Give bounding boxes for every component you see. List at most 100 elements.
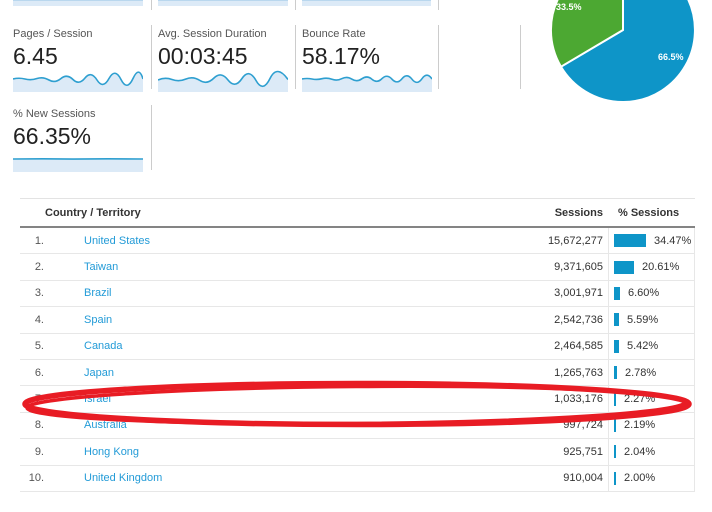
row-pct-cell: 20.61% <box>608 254 695 280</box>
sparkline-strip <box>158 0 288 6</box>
metric-card-pages-per-session: Pages / Session 6.45 <box>13 28 143 92</box>
row-sessions: 2,542,736 <box>554 313 603 326</box>
row-pct-cell: 6.60% <box>608 280 695 307</box>
column-header-sessions[interactable]: Sessions <box>554 206 603 219</box>
row-sessions: 925,751 <box>563 445 603 458</box>
pct-value: 5.42% <box>627 340 659 353</box>
row-country-cell: United Kingdom <box>44 472 435 484</box>
row-rank: 7. <box>34 393 44 406</box>
row-sessions: 997,724 <box>563 419 603 432</box>
table-row: 4. Spain 2,542,736 5.59% <box>20 307 695 334</box>
country-link[interactable]: Spain <box>84 313 113 326</box>
table-row: 1. United States 15,672,277 34.47% <box>20 228 695 255</box>
table-row: 5. Canada 2,464,585 5.42% <box>20 333 695 360</box>
row-rank: 1. <box>34 234 44 247</box>
metric-label: Pages / Session <box>13 28 93 40</box>
row-sessions: 1,265,763 <box>554 366 603 379</box>
metric-value: 58.17% <box>302 43 381 69</box>
row-country-cell: Australia <box>44 419 435 431</box>
card-divider <box>151 105 152 170</box>
countries-table: Country / Territory Sessions % Sessions … <box>20 198 695 492</box>
row-rank: 5. <box>34 340 44 353</box>
table-row: 3. Brazil 3,001,971 6.60% <box>20 280 695 308</box>
row-sessions: 9,371,605 <box>554 261 603 274</box>
card-divider <box>438 0 439 10</box>
column-header-pct-sessions[interactable]: % Sessions <box>618 206 680 219</box>
pct-bar <box>614 339 619 353</box>
row-rank: 4. <box>34 313 44 326</box>
sparkline-strip <box>13 0 143 6</box>
pct-bar <box>614 418 616 432</box>
country-link[interactable]: Israel <box>84 393 111 406</box>
country-link[interactable]: United Kingdom <box>84 472 163 485</box>
metric-value: 66.35% <box>13 123 92 149</box>
country-link[interactable]: Japan <box>84 366 114 379</box>
metric-label: Avg. Session Duration <box>158 28 267 40</box>
metric-label: Bounce Rate <box>302 28 366 40</box>
pct-bar <box>614 286 620 300</box>
table-row: 10. United Kingdom 910,004 2.00% <box>20 465 695 492</box>
country-link[interactable]: Taiwan <box>84 261 119 274</box>
table-row: 6. Japan 1,265,763 2.78% <box>20 359 695 387</box>
country-link[interactable]: Australia <box>84 419 127 432</box>
row-sessions: 1,033,176 <box>554 393 603 406</box>
pct-value: 6.60% <box>628 287 660 300</box>
row-country-cell: Brazil <box>44 287 435 299</box>
country-link[interactable]: Hong Kong <box>84 445 140 458</box>
column-header-country[interactable]: Country / Territory <box>45 206 141 219</box>
pct-bar <box>614 392 616 406</box>
pct-bar <box>614 234 646 248</box>
card-divider <box>151 25 152 89</box>
country-link[interactable]: Canada <box>84 340 123 353</box>
pct-bar <box>614 471 616 485</box>
table-header-row: Country / Territory Sessions % Sessions <box>20 199 695 228</box>
row-pct-cell: 2.27% <box>608 386 695 412</box>
pie-slice-label-blue: 66.5% <box>658 52 684 62</box>
sparkline-strip <box>302 0 431 6</box>
row-country-cell: Hong Kong <box>44 446 435 458</box>
table-row: 9. Hong Kong 925,751 2.04% <box>20 439 695 466</box>
metric-value: 00:03:45 <box>158 43 248 69</box>
table-row: 7. Israel 1,033,176 2.27% <box>20 386 695 413</box>
pie-svg[interactable] <box>540 0 712 110</box>
sparkline-chart <box>302 74 432 92</box>
row-country-cell: Israel <box>44 393 435 405</box>
row-rank: 9. <box>34 445 44 458</box>
pct-value: 2.19% <box>624 419 656 432</box>
row-rank: 2. <box>34 261 44 274</box>
country-link[interactable]: United States <box>84 234 151 247</box>
metric-label: % New Sessions <box>13 108 96 120</box>
pct-value: 20.61% <box>642 261 680 274</box>
sparkline-chart <box>13 157 143 172</box>
sparkline-chart <box>13 71 143 92</box>
pct-value: 34.47% <box>654 234 692 247</box>
pct-bar <box>614 260 634 274</box>
sparkline-chart <box>158 70 288 92</box>
metric-card-avg-session-duration: Avg. Session Duration 00:03:45 <box>158 28 288 92</box>
pct-bar <box>614 445 616 459</box>
card-divider <box>151 0 152 10</box>
row-pct-cell: 5.59% <box>608 307 695 333</box>
row-rank: 3. <box>34 287 44 300</box>
row-country-cell: Taiwan <box>44 261 435 273</box>
row-rank: 10. <box>28 472 44 485</box>
pct-value: 2.27% <box>624 393 656 406</box>
card-divider <box>295 25 296 89</box>
row-pct-cell: 2.04% <box>608 439 695 465</box>
row-country-cell: Japan <box>44 367 435 379</box>
row-rank: 8. <box>34 419 44 432</box>
card-divider <box>438 25 439 89</box>
row-rank: 6. <box>34 366 44 379</box>
pct-bar <box>614 313 619 327</box>
row-pct-cell: 2.00% <box>608 465 695 491</box>
card-divider <box>520 25 521 89</box>
row-pct-cell: 2.19% <box>608 412 695 439</box>
row-country-cell: Canada <box>44 340 435 352</box>
pct-value: 5.59% <box>627 313 659 326</box>
table-row: 8. Australia 997,724 2.19% <box>20 412 695 440</box>
row-country-cell: Spain <box>44 314 435 326</box>
pct-value: 2.00% <box>624 472 656 485</box>
country-link[interactable]: Brazil <box>84 287 112 300</box>
row-sessions: 910,004 <box>563 472 603 485</box>
